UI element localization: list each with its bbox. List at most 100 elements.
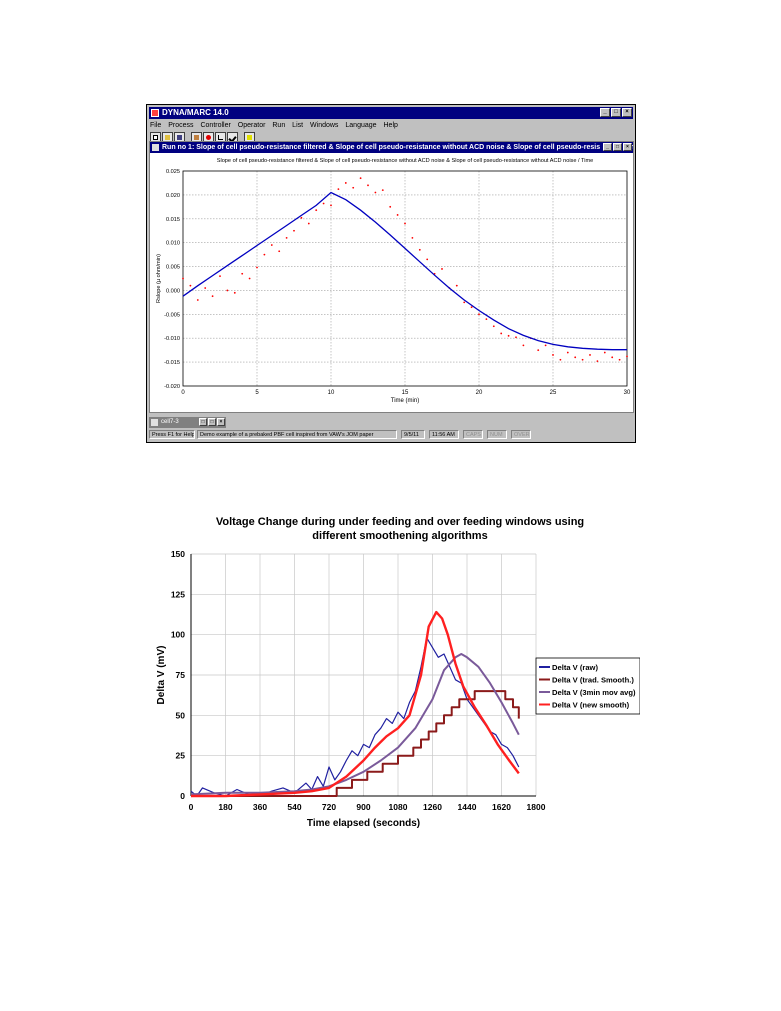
menu-run[interactable]: Run [272, 122, 286, 129]
chart2-x-tick-label: 180 [218, 802, 232, 812]
new-file-icon [153, 135, 158, 140]
chart1-noisy-point [389, 205, 392, 208]
run-icon [194, 135, 199, 140]
chart1-noisy-point [226, 289, 229, 292]
menu-controller[interactable]: Controller [200, 122, 231, 129]
chart1-noisy-point [285, 236, 288, 239]
chart1-noisy-point [367, 184, 369, 187]
chart2-x-tick-label: 720 [322, 802, 336, 812]
chart1-noisy-point [485, 318, 488, 321]
chart2-x-tick-label: 1260 [423, 802, 442, 812]
menu-process[interactable]: Process [168, 122, 194, 129]
chart1-noisy-point [537, 349, 540, 352]
chart1-x-tick-label: 30 [624, 390, 631, 396]
chart1-x-tick-label: 0 [181, 390, 185, 396]
chart1-noisy-point [330, 204, 332, 207]
menu-operator[interactable]: Operator [237, 122, 266, 129]
chart1-noisy-point [307, 222, 310, 225]
chart1-y-tick-label: 0.020 [166, 193, 180, 199]
close-button[interactable]: × [622, 108, 632, 117]
chart2-series-line [190, 637, 520, 797]
menu-file[interactable]: File [150, 122, 162, 129]
child-close-button[interactable]: × [623, 143, 632, 151]
stop-icon [206, 135, 211, 140]
chart1-noisy-point [522, 344, 525, 347]
chart1-x-tick-label: 10 [328, 390, 335, 396]
chart1-noisy-point [463, 301, 466, 304]
chart1-noisy-point [611, 356, 614, 359]
chart1-x-tick-label: 15 [402, 390, 409, 396]
child-minimize-button[interactable]: _ [603, 143, 612, 151]
menu-bar: File Process Controller Operator Run Lis… [150, 120, 403, 131]
chart1-noisy-point [278, 250, 281, 253]
child-window-title: Run no 1: Slope of cell pseudo-resistanc… [162, 144, 633, 151]
chart2-title-line2: different smoothening algorithms [312, 530, 487, 542]
mini-maximize-button[interactable]: □ [208, 418, 216, 426]
chart1-noisy-point [189, 284, 192, 287]
chart1-y-tick-label: -0.010 [164, 336, 180, 342]
chart1-noisy-point [182, 277, 184, 280]
chart1-noisy-point [552, 354, 554, 356]
chart1-noisy-point [196, 299, 199, 301]
menu-help[interactable]: Help [383, 122, 398, 129]
chart1-x-tick-label: 5 [255, 390, 259, 396]
window-controls: _ □ × [599, 108, 632, 118]
chart2-x-tick-label: 1440 [458, 802, 477, 812]
chart2-y-tick-label: 150 [171, 549, 185, 559]
menu-language[interactable]: Language [345, 122, 377, 129]
menu-list[interactable]: List [292, 122, 304, 129]
chart1-noisy-point [381, 189, 384, 192]
chart2-x-tick-label: 1080 [389, 802, 408, 812]
status-ovr: OVER [511, 430, 531, 439]
child-window-icon [152, 144, 159, 151]
chart1-noisy-point [374, 191, 377, 194]
dyna-marc-window: DYNA/MARC 14.0 _ □ × File Process Controll… [146, 104, 636, 443]
chart2-legend-box [535, 657, 640, 715]
chart2-y-tick-label: 75 [176, 670, 186, 680]
chart1-y-axis-label: Rslope (µ ohm/min) [156, 254, 162, 303]
chart1-noisy-point [256, 266, 258, 269]
folder-icon [165, 135, 170, 140]
chart1-noisy-point [574, 356, 577, 359]
chart-child-window: Run no 1: Slope of cell pseudo-resistanc… [149, 141, 634, 413]
chart2-title-line1: Voltage Change during under feeding and … [216, 516, 584, 528]
chart2-series-line [190, 653, 520, 796]
chart1-y-tick-label: 0.000 [166, 288, 180, 294]
chart2-series-line [191, 690, 520, 797]
status-time: 11:56 AM [429, 430, 459, 439]
chart1-noisy-point [344, 182, 347, 184]
chart1-y-tick-label: -0.015 [164, 360, 180, 366]
mini-close-button[interactable]: × [217, 418, 225, 426]
chart1-noisy-point [411, 236, 414, 239]
chart1-noisy-point [263, 253, 266, 256]
chart1-noisy-point [337, 188, 340, 191]
status-message: Demo example of a prebaked PBF cell insp… [197, 430, 397, 439]
status-num: NUM [487, 430, 507, 439]
maximize-button[interactable]: □ [611, 108, 621, 117]
mini-restore-button[interactable]: □ [199, 418, 207, 426]
chart1-x-axis-label: Time (min) [391, 398, 419, 404]
chart2-x-tick-label: 900 [356, 802, 370, 812]
minimize-button[interactable]: _ [600, 108, 610, 117]
chart2-x-axis-label: Time elapsed (seconds) [307, 818, 420, 829]
chart2-x-tick-label: 540 [287, 802, 301, 812]
minimized-window[interactable]: cell7-3 □ □ × [149, 417, 226, 428]
window-title-bar[interactable]: DYNA/MARC 14.0 _ □ × [149, 107, 633, 119]
chart1-noisy-point [322, 202, 325, 205]
child-title-bar[interactable]: Run no 1: Slope of cell pseudo-resistanc… [150, 142, 633, 153]
chart1-noisy-point [596, 360, 599, 363]
chart2-x-tick-label: 0 [189, 802, 194, 812]
chart1-y-tick-label: 0.015 [166, 217, 180, 223]
chart2-x-tick-label: 1800 [527, 802, 546, 812]
chart1-noisy-point [219, 275, 221, 278]
app-icon [151, 109, 159, 117]
chart2-y-axis-label: Delta V (mV) [156, 646, 167, 705]
chart1-x-tick-label: 20 [476, 390, 483, 396]
chart1-noisy-point [352, 186, 355, 189]
chart1-noisy-point [241, 272, 244, 275]
chart1-noisy-point [500, 332, 503, 335]
chart1-title: Slope of cell pseudo-resistance filtered… [217, 158, 594, 164]
child-maximize-button[interactable]: □ [613, 143, 622, 151]
chart1-noisy-point [470, 306, 473, 309]
menu-windows[interactable]: Windows [310, 122, 339, 129]
